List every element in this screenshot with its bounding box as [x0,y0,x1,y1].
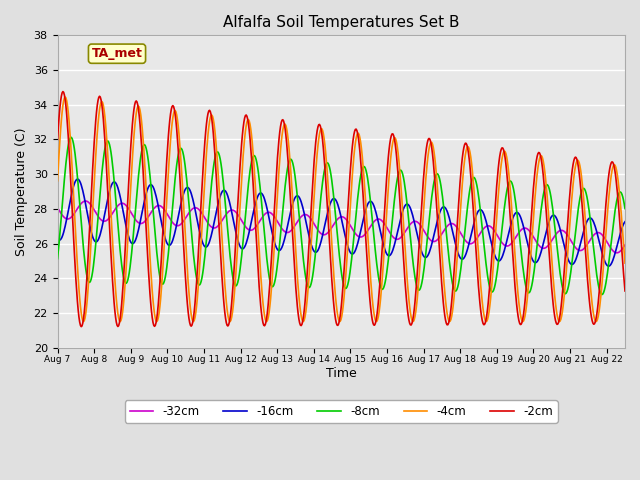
-2cm [54,137,61,143]
-8cm [67,134,75,140]
-2cm [56,106,63,111]
-8cm [598,292,606,298]
-16cm [476,207,483,213]
-32cm [621,242,629,248]
-8cm [134,181,141,187]
Line: -2cm: -2cm [58,92,625,327]
-16cm [461,252,469,258]
-16cm [605,263,613,269]
-2cm [134,107,142,112]
-32cm [612,250,620,256]
-8cm [54,256,61,262]
-32cm [476,232,483,238]
Text: TA_met: TA_met [92,47,143,60]
-4cm [54,178,61,184]
Line: -4cm: -4cm [58,97,625,322]
-32cm [318,231,326,237]
-2cm [319,137,326,143]
-2cm [298,323,305,328]
Legend: -32cm, -16cm, -8cm, -4cm, -2cm: -32cm, -16cm, -8cm, -4cm, -2cm [125,400,557,423]
-4cm [621,260,629,266]
-2cm [462,141,470,146]
-32cm [56,209,63,215]
-16cm [74,176,81,182]
Line: -8cm: -8cm [58,137,625,295]
-4cm [462,148,470,154]
-32cm [82,198,90,204]
Line: -16cm: -16cm [58,179,625,266]
-8cm [476,197,483,203]
-32cm [296,215,304,220]
Line: -32cm: -32cm [58,201,625,253]
-2cm [621,288,629,294]
-4cm [116,319,124,324]
-2cm [476,300,484,306]
-32cm [134,219,141,225]
-4cm [61,94,69,100]
-4cm [298,313,305,319]
-8cm [621,206,629,212]
-4cm [56,138,63,144]
-8cm [461,224,469,229]
-4cm [476,272,484,278]
-8cm [56,232,63,238]
-8cm [296,227,304,232]
-2cm [59,89,67,95]
-4cm [134,103,142,109]
-16cm [56,237,63,243]
-16cm [54,236,61,241]
-32cm [461,238,469,243]
Title: Alfalfa Soil Temperatures Set B: Alfalfa Soil Temperatures Set B [223,15,460,30]
-16cm [134,230,141,236]
-4cm [319,127,326,133]
-16cm [318,236,326,241]
-16cm [621,219,629,225]
-32cm [54,205,61,211]
-8cm [318,186,326,192]
-2cm [77,324,85,330]
X-axis label: Time: Time [326,367,356,380]
Y-axis label: Soil Temperature (C): Soil Temperature (C) [15,127,28,256]
-16cm [296,197,304,203]
